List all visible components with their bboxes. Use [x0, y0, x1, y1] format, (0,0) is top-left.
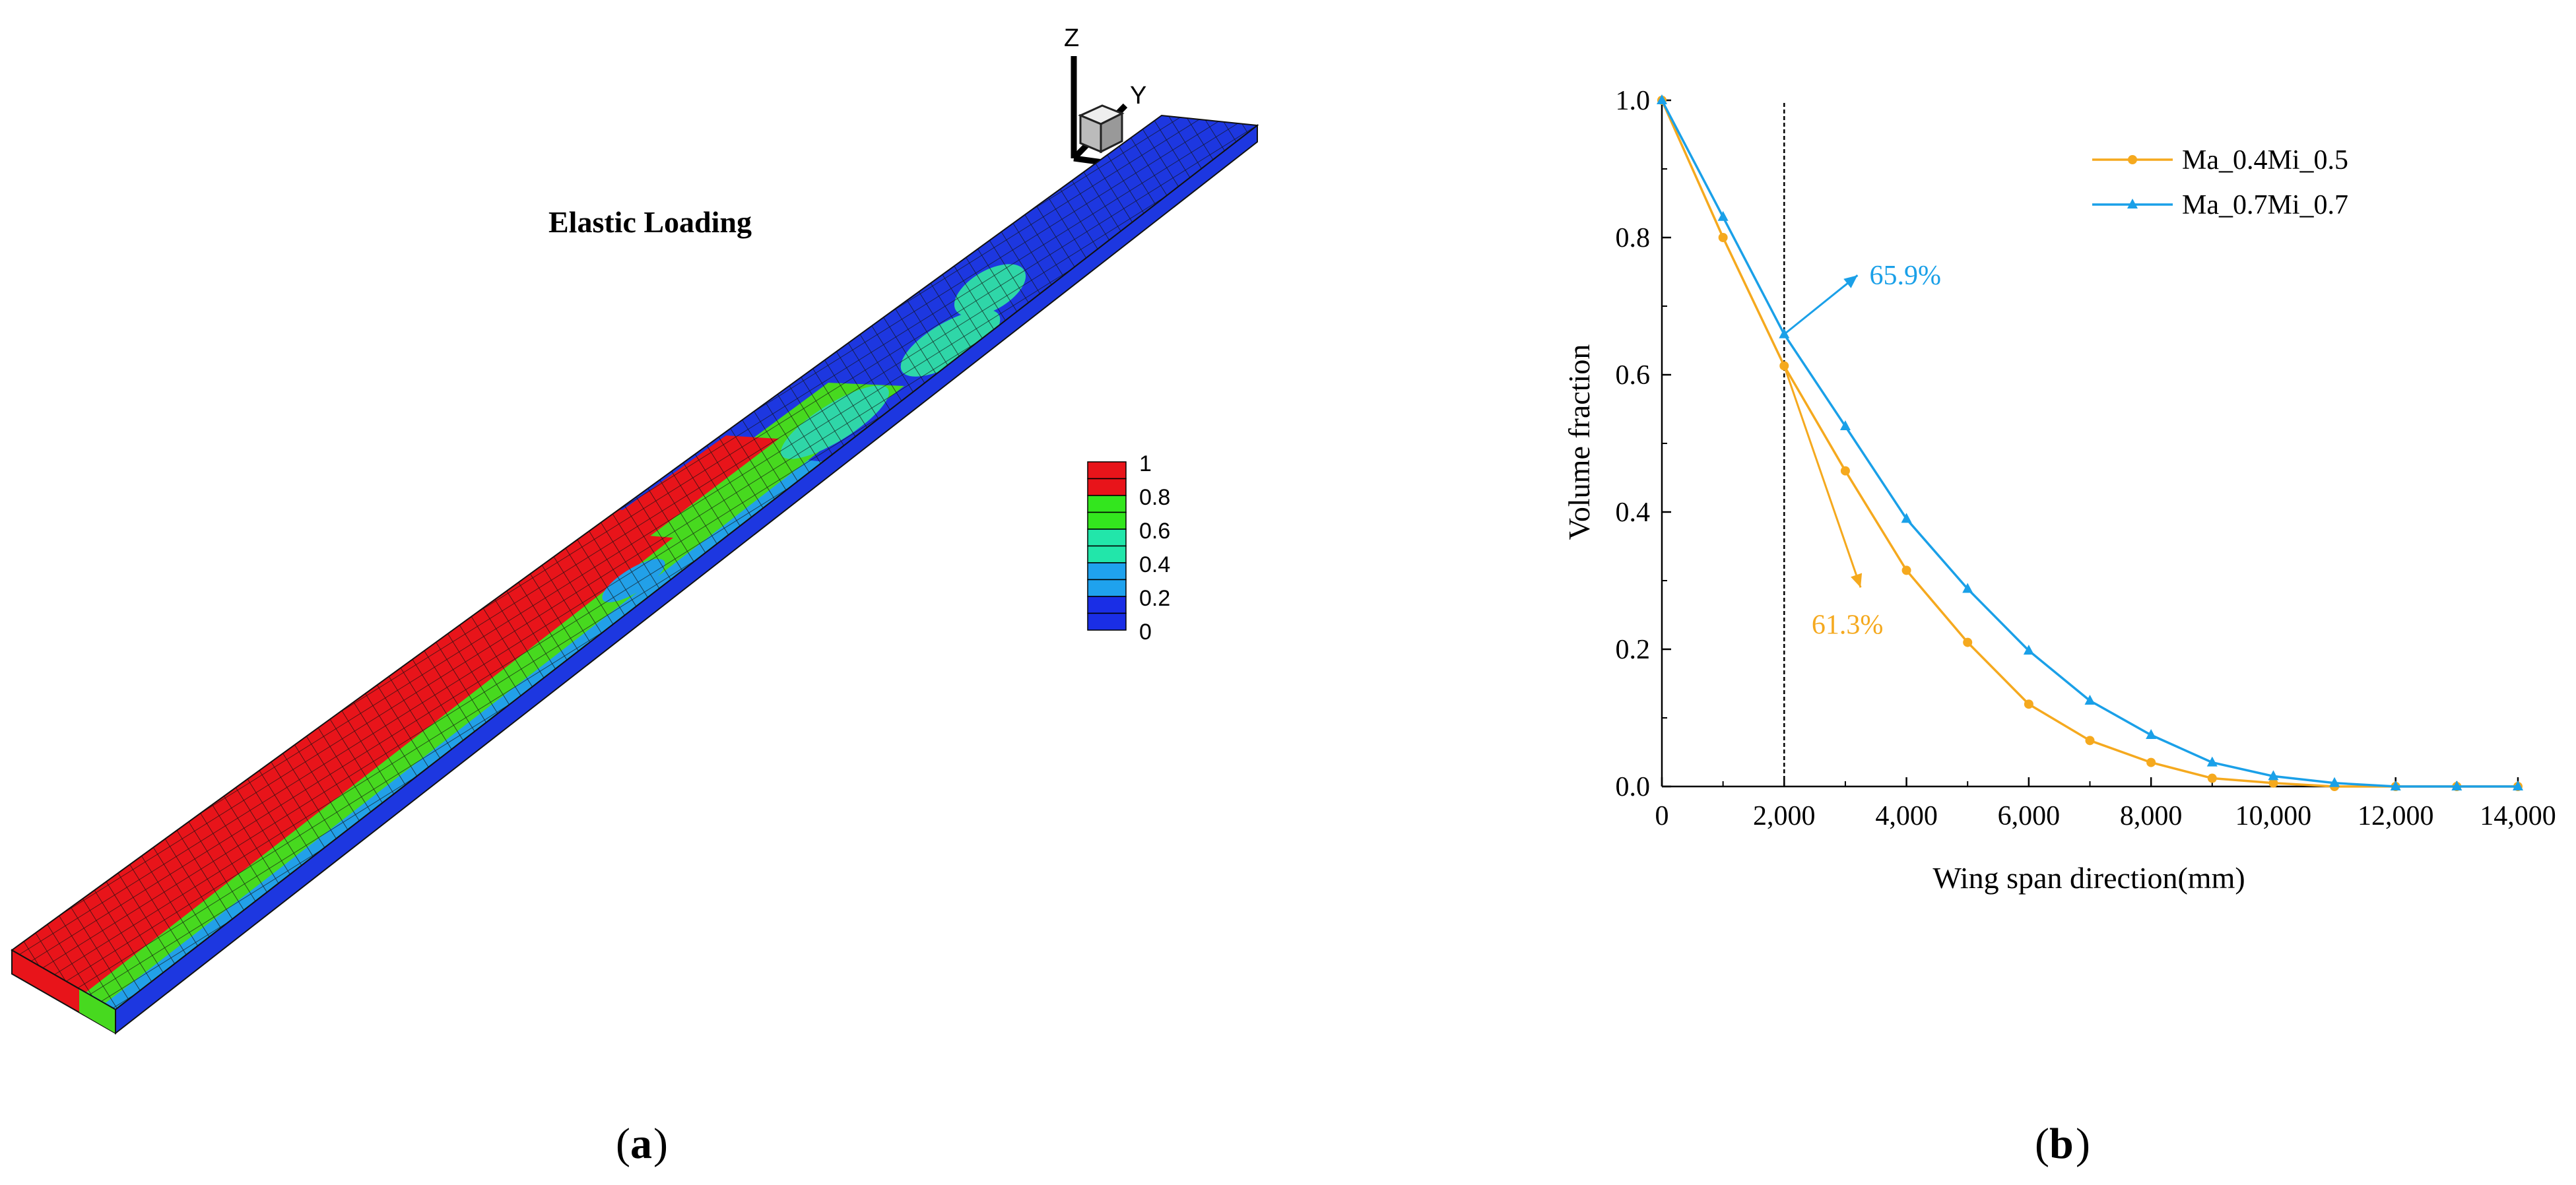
data-point	[1840, 466, 1850, 476]
z-axis-label: Z	[1064, 24, 1079, 52]
series-line	[1661, 100, 2518, 788]
x-axis-ticks: 0 2,000 4,000 6,000 8,000 10,000 12,000 14,000	[1655, 777, 2556, 831]
y-tick-label: 0.6	[1616, 360, 1651, 391]
x-tick-label: 14,000	[2480, 801, 2556, 831]
wing-contour	[11, 114, 1259, 1035]
data-point	[1657, 94, 1667, 104]
data-point	[1901, 513, 1912, 523]
y-axis-title: Volume fraction	[1562, 344, 1596, 540]
data-point	[2024, 699, 2033, 709]
y-tick-label: 1.0	[1616, 86, 1651, 116]
data-point	[2206, 756, 2218, 767]
caption-a-letter: a	[630, 1120, 652, 1168]
data-point	[2513, 781, 2523, 790]
x-tick-label: 10,000	[2235, 801, 2312, 831]
x-tick-label: 2,000	[1753, 801, 1816, 831]
data-point	[2207, 773, 2217, 783]
annotation-label: 65.9%	[1869, 261, 1941, 291]
y-axis-label: Y	[1130, 82, 1146, 110]
plot-frame	[1661, 100, 2518, 788]
data-point	[1718, 233, 1728, 242]
colorbar-segment	[1087, 461, 1127, 480]
data-point	[2268, 778, 2278, 788]
colorbar-label: 0.8	[1139, 485, 1170, 510]
legend: Ma_0.4Mi_0.5 Ma_0.7Mi_0.7	[2092, 145, 2348, 220]
data-point	[2390, 781, 2401, 790]
colorbar-label: 0.2	[1139, 586, 1170, 611]
legend-label: Ma_0.7Mi_0.7	[2182, 190, 2348, 220]
legend-marker	[2128, 155, 2137, 164]
y-tick-label: 0.0	[1616, 772, 1651, 802]
colorbar-segment	[1087, 579, 1127, 597]
data-point	[1717, 210, 1729, 221]
caption-a-open: (	[616, 1120, 630, 1168]
colorbar-label: 1	[1139, 451, 1152, 476]
colorbar-label: 0.4	[1139, 552, 1170, 577]
x-tick-label: 4,000	[1875, 801, 1938, 831]
colorbar-segment	[1087, 528, 1127, 547]
colorbar-segment	[1087, 495, 1127, 513]
annotation-0: 65.9%	[1783, 261, 1941, 335]
axis-triad: Z Y	[1064, 24, 1195, 178]
legend-label: Ma_0.4Mi_0.5	[2182, 145, 2348, 176]
x-tick-label: 8,000	[2120, 801, 2183, 831]
annotation-1: 61.3%	[1783, 365, 1884, 640]
data-point	[2146, 729, 2157, 739]
y-tick-label: 0.8	[1616, 223, 1651, 253]
data-point	[1963, 637, 1973, 647]
colorbar-segment	[1087, 545, 1127, 563]
y-tick-label: 0.4	[1616, 497, 1651, 528]
annotation-label: 61.3%	[1812, 610, 1884, 640]
annotation-arrowhead	[1851, 573, 1863, 588]
data-point	[2329, 777, 2340, 787]
panel-b-chart: 0 2,000 4,000 6,000 8,000 10,000 12,000 14,000 …	[1562, 86, 2556, 1168]
colorbar-segment	[1087, 596, 1127, 614]
annotations: 65.9% 61.3%	[1783, 261, 1941, 640]
series-0	[1657, 96, 2523, 791]
colorbar-segment	[1087, 612, 1127, 631]
panel-a-caption: ( a )	[616, 1120, 668, 1168]
caption-b-letter: b	[2049, 1120, 2074, 1168]
annotation-arrow-line	[1783, 274, 1859, 335]
data-point	[2085, 736, 2095, 746]
colorbar-segment	[1087, 562, 1127, 581]
series-1	[1657, 94, 2523, 790]
colorbar-segment	[1087, 511, 1127, 530]
panel-a-title: Elastic Loading	[548, 205, 752, 239]
colorbar: 1 0.8 0.6 0.4 0.2 0	[1087, 451, 1170, 645]
colorbar-label: 0	[1139, 620, 1152, 645]
data-point	[2268, 770, 2279, 781]
annotation-arrow-line	[1783, 365, 1862, 588]
data-point	[2023, 645, 2034, 655]
caption-a-close: )	[653, 1120, 668, 1168]
panel-a: Elastic Loading Z Y	[11, 24, 1259, 1168]
x-tick-label: 12,000	[2358, 801, 2434, 831]
data-point	[1962, 583, 1973, 593]
data-point	[2451, 781, 2462, 790]
panel-b-caption: ( b )	[2035, 1120, 2090, 1168]
data-point	[1839, 420, 1851, 430]
data-point	[1901, 565, 1911, 575]
annotation-arrowhead	[1843, 275, 1858, 288]
legend-marker	[2127, 199, 2138, 208]
x-axis-title: Wing span direction(mm)	[1932, 861, 2245, 895]
x-tick-label: 6,000	[1998, 801, 2061, 831]
caption-b-open: (	[2035, 1120, 2049, 1168]
caption-b-close: )	[2076, 1120, 2090, 1168]
data-point	[2084, 695, 2096, 705]
series-line	[1661, 100, 2518, 788]
y-axis-ticks: 0.0 0.2 0.4 0.6 0.8 1.0	[1616, 86, 1671, 802]
colorbar-segment	[1087, 478, 1127, 496]
x-tick-label: 0	[1655, 801, 1669, 831]
data-point	[2146, 757, 2156, 767]
series-layer	[1657, 94, 2523, 791]
colorbar-label: 0.6	[1139, 519, 1170, 544]
y-tick-label: 0.2	[1616, 635, 1651, 665]
